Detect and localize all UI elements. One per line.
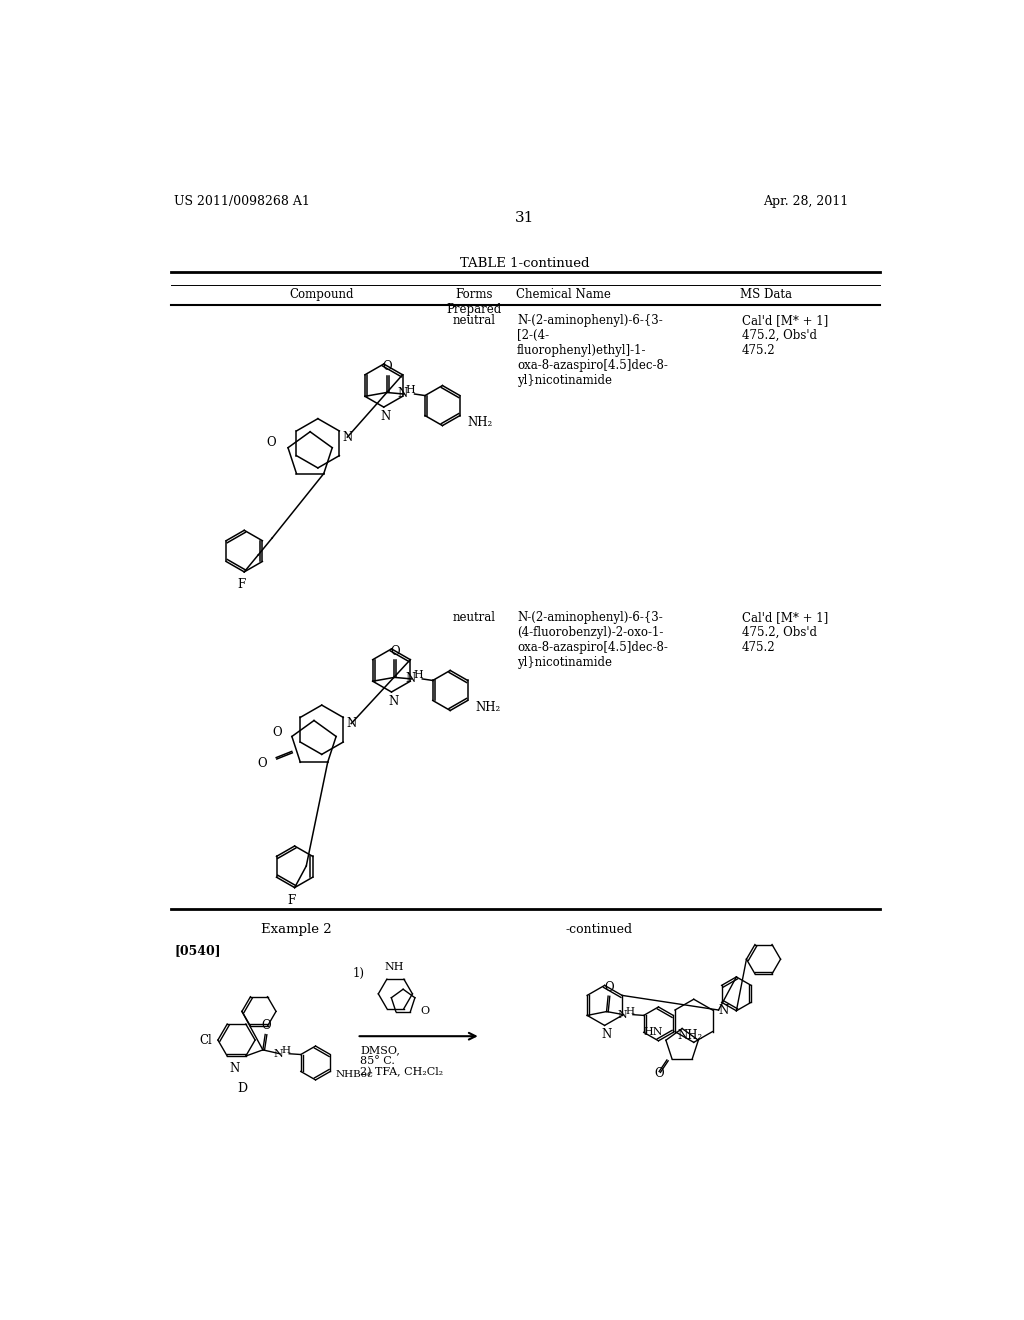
Text: [0540]: [0540]: [174, 944, 221, 957]
Text: F: F: [288, 894, 296, 907]
Text: NH₂: NH₂: [678, 1028, 703, 1041]
Text: O: O: [261, 1019, 270, 1032]
Text: Forms
Prepared: Forms Prepared: [446, 288, 502, 315]
Text: N-(2-aminophenyl)-6-{3-
(4-fluorobenzyl)-2-oxo-1-
oxa-8-azaspiro[4.5]dec-8-
yl}n: N-(2-aminophenyl)-6-{3- (4-fluorobenzyl)…: [517, 611, 668, 669]
Text: Cal'd [M* + 1]
475.2, Obs'd
475.2: Cal'd [M* + 1] 475.2, Obs'd 475.2: [741, 611, 828, 655]
Text: 85° C.: 85° C.: [360, 1056, 395, 1067]
Text: O: O: [258, 758, 267, 770]
Text: neutral: neutral: [453, 314, 496, 327]
Text: Example 2: Example 2: [261, 923, 332, 936]
Text: H: H: [625, 1007, 634, 1016]
Text: N-(2-aminophenyl)-6-{3-
[2-(4-
fluorophenyl)ethyl]-1-
oxa-8-azaspiro[4.5]dec-8-
: N-(2-aminophenyl)-6-{3- [2-(4- fluorophe…: [517, 314, 668, 387]
Text: O: O: [266, 436, 276, 449]
Text: 1): 1): [352, 966, 365, 979]
Text: O: O: [390, 645, 400, 659]
Text: N: N: [406, 672, 416, 685]
Text: N: N: [397, 387, 408, 400]
Text: NHBoc: NHBoc: [336, 1071, 374, 1078]
Text: H: H: [406, 385, 415, 395]
Text: O: O: [604, 981, 613, 994]
Text: Apr. 28, 2011: Apr. 28, 2011: [764, 195, 849, 209]
Text: O: O: [383, 360, 392, 374]
Text: D: D: [238, 1082, 248, 1096]
Text: N: N: [273, 1049, 284, 1059]
Text: 31: 31: [515, 211, 535, 224]
Text: Cal'd [M* + 1]
475.2, Obs'd
475.2: Cal'd [M* + 1] 475.2, Obs'd 475.2: [741, 314, 828, 356]
Text: N: N: [719, 1003, 729, 1016]
Text: N: N: [601, 1028, 611, 1041]
Text: N: N: [617, 1010, 627, 1019]
Text: -continued: -continued: [566, 923, 633, 936]
Text: NH₂: NH₂: [467, 416, 493, 429]
Text: TABLE 1-continued: TABLE 1-continued: [460, 257, 590, 271]
Text: N: N: [388, 696, 398, 708]
Text: NH₂: NH₂: [475, 701, 501, 714]
Text: NH: NH: [384, 962, 403, 973]
Text: HN: HN: [643, 1027, 663, 1036]
Text: Compound: Compound: [290, 288, 354, 301]
Text: H: H: [413, 671, 423, 680]
Text: DMSO,: DMSO,: [360, 1045, 400, 1056]
Text: N: N: [342, 430, 352, 444]
Text: Chemical Name: Chemical Name: [515, 288, 610, 301]
Text: N: N: [346, 717, 356, 730]
Text: O: O: [420, 1006, 429, 1016]
Text: H: H: [282, 1047, 291, 1055]
Text: neutral: neutral: [453, 611, 496, 624]
Text: US 2011/0098268 A1: US 2011/0098268 A1: [174, 195, 310, 209]
Text: 2) TFA, CH₂Cl₂: 2) TFA, CH₂Cl₂: [360, 1067, 443, 1077]
Text: F: F: [237, 578, 246, 591]
Text: N: N: [380, 411, 390, 424]
Text: N: N: [229, 1061, 240, 1074]
Text: Cl: Cl: [199, 1035, 212, 1047]
Text: MS Data: MS Data: [740, 288, 793, 301]
Text: O: O: [272, 726, 282, 739]
Text: O: O: [654, 1067, 664, 1080]
